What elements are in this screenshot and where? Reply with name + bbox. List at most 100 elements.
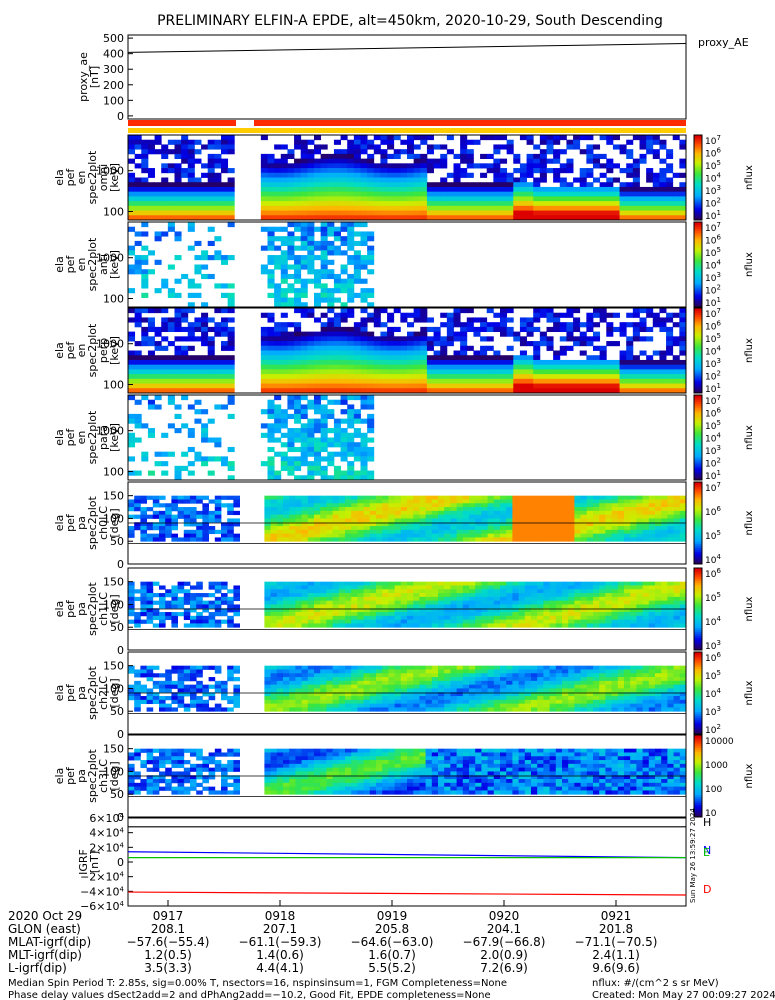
spectrogram-cell — [546, 191, 554, 197]
spectrogram-cell — [283, 503, 290, 508]
spectrogram-cell — [481, 604, 488, 609]
spectrogram-cell — [574, 619, 581, 624]
spectrogram-cell — [611, 581, 619, 586]
spectrogram-cell — [227, 210, 235, 216]
spectrogram-cell — [314, 514, 321, 519]
proxy-ae-frame — [127, 34, 687, 120]
spectrogram-cell — [289, 510, 296, 516]
colorbar-swatch — [694, 471, 702, 475]
spectrogram-cell — [559, 205, 567, 211]
spectrogram-cell — [227, 623, 234, 628]
spectrogram-cell — [400, 191, 408, 197]
spectrogram-cell — [425, 623, 433, 628]
spectrogram-cell — [227, 369, 235, 375]
proxy-ae-tick-label: 500 — [103, 32, 124, 45]
spectrogram-cell — [141, 259, 149, 265]
spectrogram-cell — [233, 585, 240, 590]
colorbar-swatch — [694, 234, 702, 238]
spectrogram-cell — [626, 205, 634, 211]
spectrogram-cell — [360, 172, 368, 178]
spectrogram-cell — [672, 336, 680, 342]
spectrogram-cell — [624, 623, 631, 628]
spectrogram-cell — [466, 383, 474, 389]
spectrogram-cell — [537, 608, 544, 613]
spectrogram-cell — [357, 507, 364, 512]
spectrogram-cell — [187, 404, 195, 410]
spectrogram-cell — [648, 514, 656, 519]
spectrogram-cell — [667, 522, 674, 527]
spectrogram-cell — [481, 522, 488, 527]
spectrogram-cell — [639, 158, 647, 164]
spectrogram-cell — [500, 514, 507, 519]
spectrogram-cell — [642, 495, 650, 500]
spectrogram-cell — [357, 499, 364, 504]
colorbar-swatch — [694, 283, 702, 287]
spectrogram-cell — [167, 369, 175, 375]
spectrogram-cell — [274, 326, 282, 333]
spectrogram-cell — [611, 604, 619, 609]
spectrogram-cell — [579, 210, 587, 216]
colorbar-swatch — [694, 514, 702, 518]
spectrogram-cell — [177, 600, 185, 605]
spectrogram-cell — [347, 196, 355, 202]
spectrogram-cell — [201, 355, 209, 361]
colorbar-swatch — [694, 156, 702, 159]
spectrogram-cell — [367, 182, 375, 188]
spectrogram-cell — [214, 507, 222, 512]
spectrogram-cell — [353, 456, 361, 462]
spectrogram-cell — [347, 331, 355, 337]
spectrogram-cell — [207, 144, 215, 150]
spectrogram-cell — [605, 619, 612, 624]
spectrogram-cell — [267, 245, 275, 251]
spectrogram-cell — [599, 378, 607, 384]
spectrogram-cell — [549, 495, 557, 500]
spectrogram-cell — [593, 499, 600, 504]
spectrogram-cell — [450, 600, 457, 605]
spectrogram-cell — [280, 388, 288, 394]
spectrogram-cell — [648, 526, 656, 531]
spectrogram-cell — [380, 153, 388, 160]
spectrogram-cell — [320, 533, 327, 538]
spectrogram-cell — [360, 158, 368, 164]
spectrogram-cell — [518, 619, 526, 624]
spectrogram-cell — [593, 153, 601, 160]
spectrogram-cell — [270, 495, 278, 500]
spectrogram-cell — [500, 619, 507, 624]
spectrogram-cell — [549, 604, 557, 609]
spectrogram-cell — [605, 529, 612, 535]
spectrogram-cell — [460, 182, 468, 188]
spectrogram-cell — [338, 503, 346, 508]
proxy-ae-tick-label: 100 — [103, 94, 124, 107]
spectrogram-cell — [574, 533, 581, 538]
spectrogram-cell — [659, 322, 667, 328]
spectrogram-cell — [672, 186, 680, 193]
spectrogram-cell — [333, 350, 341, 356]
spectrogram-cell — [444, 499, 451, 504]
spectrogram-cell — [599, 312, 607, 318]
spectrogram-cell — [456, 581, 464, 586]
spectrogram-cell — [413, 581, 420, 586]
spectrogram-cell — [294, 432, 302, 438]
spectrogram-cell — [167, 264, 175, 270]
colorbar-swatch — [694, 198, 702, 202]
colorbar-swatch — [694, 399, 702, 402]
spectrogram-cell — [187, 149, 195, 155]
spectrogram-cell — [611, 615, 619, 621]
spectrogram-cell — [300, 182, 308, 188]
spectrogram-cell — [481, 526, 488, 531]
spectrogram-cell — [388, 615, 395, 621]
spectrogram-cell — [128, 359, 136, 366]
spectrogram-cell — [367, 205, 375, 211]
spectrogram-cell — [345, 537, 352, 542]
spectrogram-cell — [655, 533, 662, 538]
spectrogram-cell — [347, 278, 355, 284]
spectrogram-cell — [360, 345, 368, 351]
spectrogram-cell — [320, 383, 328, 389]
spectrogram-cell — [480, 364, 488, 370]
spectrogram-cell — [221, 364, 229, 370]
colorbar-swatch — [694, 327, 702, 330]
spectrogram-cell — [549, 514, 557, 519]
spectrogram-cell — [174, 144, 182, 150]
spectrogram-cell — [440, 182, 448, 188]
